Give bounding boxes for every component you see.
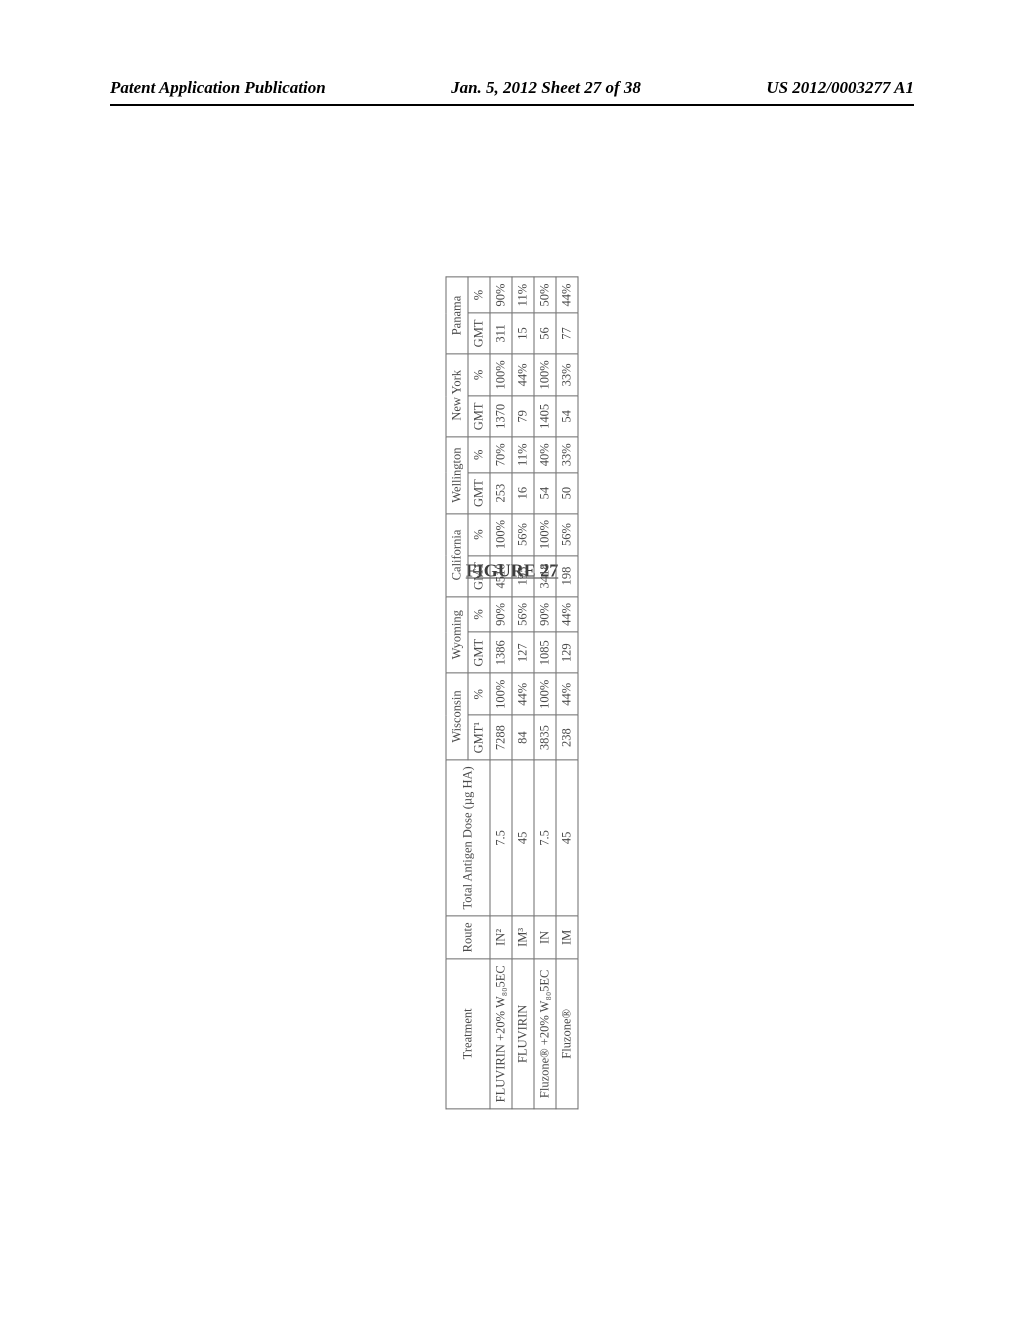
cell-treatment: FLUVIRIN +20% W₈₀5EC [490, 959, 512, 1109]
col-strain-1: Wyoming [446, 596, 468, 673]
table-body: FLUVIRIN +20% W₈₀5EC IN² 7.5 7288 100% 1… [490, 277, 578, 1109]
cell-pct: 56% [556, 513, 578, 555]
table-head: Treatment Route Total Antigen Dose (µg H… [446, 277, 490, 1109]
header-rule [110, 104, 914, 106]
cell-route: IN² [490, 916, 512, 959]
cell-gmt: 77 [556, 313, 578, 354]
col-gmt-0: GMT¹ [468, 715, 490, 760]
cell-pct: 56% [512, 513, 534, 555]
cell-gmt: 238 [556, 715, 578, 760]
cell-treatment: FLUVIRIN [512, 959, 534, 1109]
col-dose: Total Antigen Dose (µg HA) [446, 760, 490, 916]
col-pct-1: % [468, 596, 490, 632]
col-strain-0: Wisconsin [446, 673, 468, 760]
col-pct-5: % [468, 277, 490, 313]
col-treatment: Treatment [446, 959, 490, 1109]
cell-gmt: 127 [512, 632, 534, 673]
cell-gmt: 253 [490, 473, 512, 514]
cell-pct: 90% [490, 596, 512, 632]
table-row: Fluzone® +20% W₈₀5EC IN 7.5 3835 100% 10… [534, 277, 556, 1109]
cell-dose: 45 [512, 760, 534, 916]
cell-gmt: 50 [556, 473, 578, 514]
cell-gmt: 16 [512, 473, 534, 514]
col-gmt-5: GMT [468, 313, 490, 354]
cell-gmt: 129 [556, 632, 578, 673]
cell-gmt: 84 [512, 715, 534, 760]
cell-pct: 44% [512, 673, 534, 715]
cell-gmt: 4510 [490, 556, 512, 597]
cell-gmt: 79 [512, 396, 534, 437]
cell-pct: 90% [534, 596, 556, 632]
cell-gmt: 195 [512, 556, 534, 597]
cell-gmt: 311 [490, 313, 512, 354]
cell-gmt: 1370 [490, 396, 512, 437]
page-header: Patent Application Publication Jan. 5, 2… [0, 78, 1024, 114]
cell-pct: 56% [512, 596, 534, 632]
cell-treatment: Fluzone® +20% W₈₀5EC [534, 959, 556, 1109]
cell-treatment: Fluzone® [556, 959, 578, 1109]
cell-dose: 7.5 [490, 760, 512, 916]
cell-gmt: 1085 [534, 632, 556, 673]
cell-gmt: 1386 [490, 632, 512, 673]
data-table: Treatment Route Total Antigen Dose (µg H… [446, 277, 579, 1110]
col-strain-4: New York [446, 354, 468, 437]
figure-container: FIGURE 27 Treatment Route Total Antigen … [96, 561, 929, 760]
cell-pct: 44% [512, 354, 534, 396]
cell-gmt: 54 [556, 396, 578, 437]
cell-pct: 90% [490, 277, 512, 313]
cell-pct: 44% [556, 596, 578, 632]
cell-gmt: 56 [534, 313, 556, 354]
cell-pct: 100% [490, 673, 512, 715]
cell-dose: 45 [556, 760, 578, 916]
col-pct-2: % [468, 513, 490, 555]
col-strain-5: Panama [446, 277, 468, 354]
col-pct-4: % [468, 354, 490, 396]
figure-rotated-wrapper: Treatment Route Total Antigen Dose (µg H… [446, 277, 579, 1110]
cell-gmt: 3418 [534, 556, 556, 597]
cell-pct: 40% [534, 437, 556, 473]
cell-pct: 11% [512, 437, 534, 473]
cell-gmt: 7288 [490, 715, 512, 760]
table-header-row-1: Treatment Route Total Antigen Dose (µg H… [446, 277, 468, 1109]
col-strain-2: California [446, 513, 468, 596]
header-center: Jan. 5, 2012 Sheet 27 of 38 [451, 78, 641, 98]
cell-gmt: 15 [512, 313, 534, 354]
col-pct-3: % [468, 437, 490, 473]
cell-pct: 100% [534, 354, 556, 396]
header-left: Patent Application Publication [110, 78, 326, 98]
cell-dose: 7.5 [534, 760, 556, 916]
cell-route: IN [534, 916, 556, 959]
cell-pct: 100% [534, 673, 556, 715]
cell-pct: 50% [534, 277, 556, 313]
col-strain-3: Wellington [446, 437, 468, 514]
col-gmt-3: GMT [468, 473, 490, 514]
table-row: FLUVIRIN +20% W₈₀5EC IN² 7.5 7288 100% 1… [490, 277, 512, 1109]
table-row: FLUVIRIN IM³ 45 84 44% 127 56% 195 56% 1… [512, 277, 534, 1109]
cell-pct: 33% [556, 354, 578, 396]
cell-gmt: 198 [556, 556, 578, 597]
cell-pct: 70% [490, 437, 512, 473]
cell-pct: 44% [556, 277, 578, 313]
table-row: Fluzone® IM 45 238 44% 129 44% 198 56% 5… [556, 277, 578, 1109]
cell-pct: 100% [490, 354, 512, 396]
header-right: US 2012/0003277 A1 [766, 78, 914, 98]
cell-gmt: 1405 [534, 396, 556, 437]
cell-pct: 11% [512, 277, 534, 313]
cell-pct: 100% [490, 513, 512, 555]
col-pct-0: % [468, 673, 490, 715]
cell-pct: 33% [556, 437, 578, 473]
cell-route: IM³ [512, 916, 534, 959]
col-gmt-2: GMT [468, 556, 490, 597]
col-gmt-4: GMT [468, 396, 490, 437]
cell-gmt: 3835 [534, 715, 556, 760]
cell-route: IM [556, 916, 578, 959]
cell-gmt: 54 [534, 473, 556, 514]
col-gmt-1: GMT [468, 632, 490, 673]
cell-pct: 44% [556, 673, 578, 715]
cell-pct: 100% [534, 513, 556, 555]
col-route: Route [446, 916, 490, 959]
